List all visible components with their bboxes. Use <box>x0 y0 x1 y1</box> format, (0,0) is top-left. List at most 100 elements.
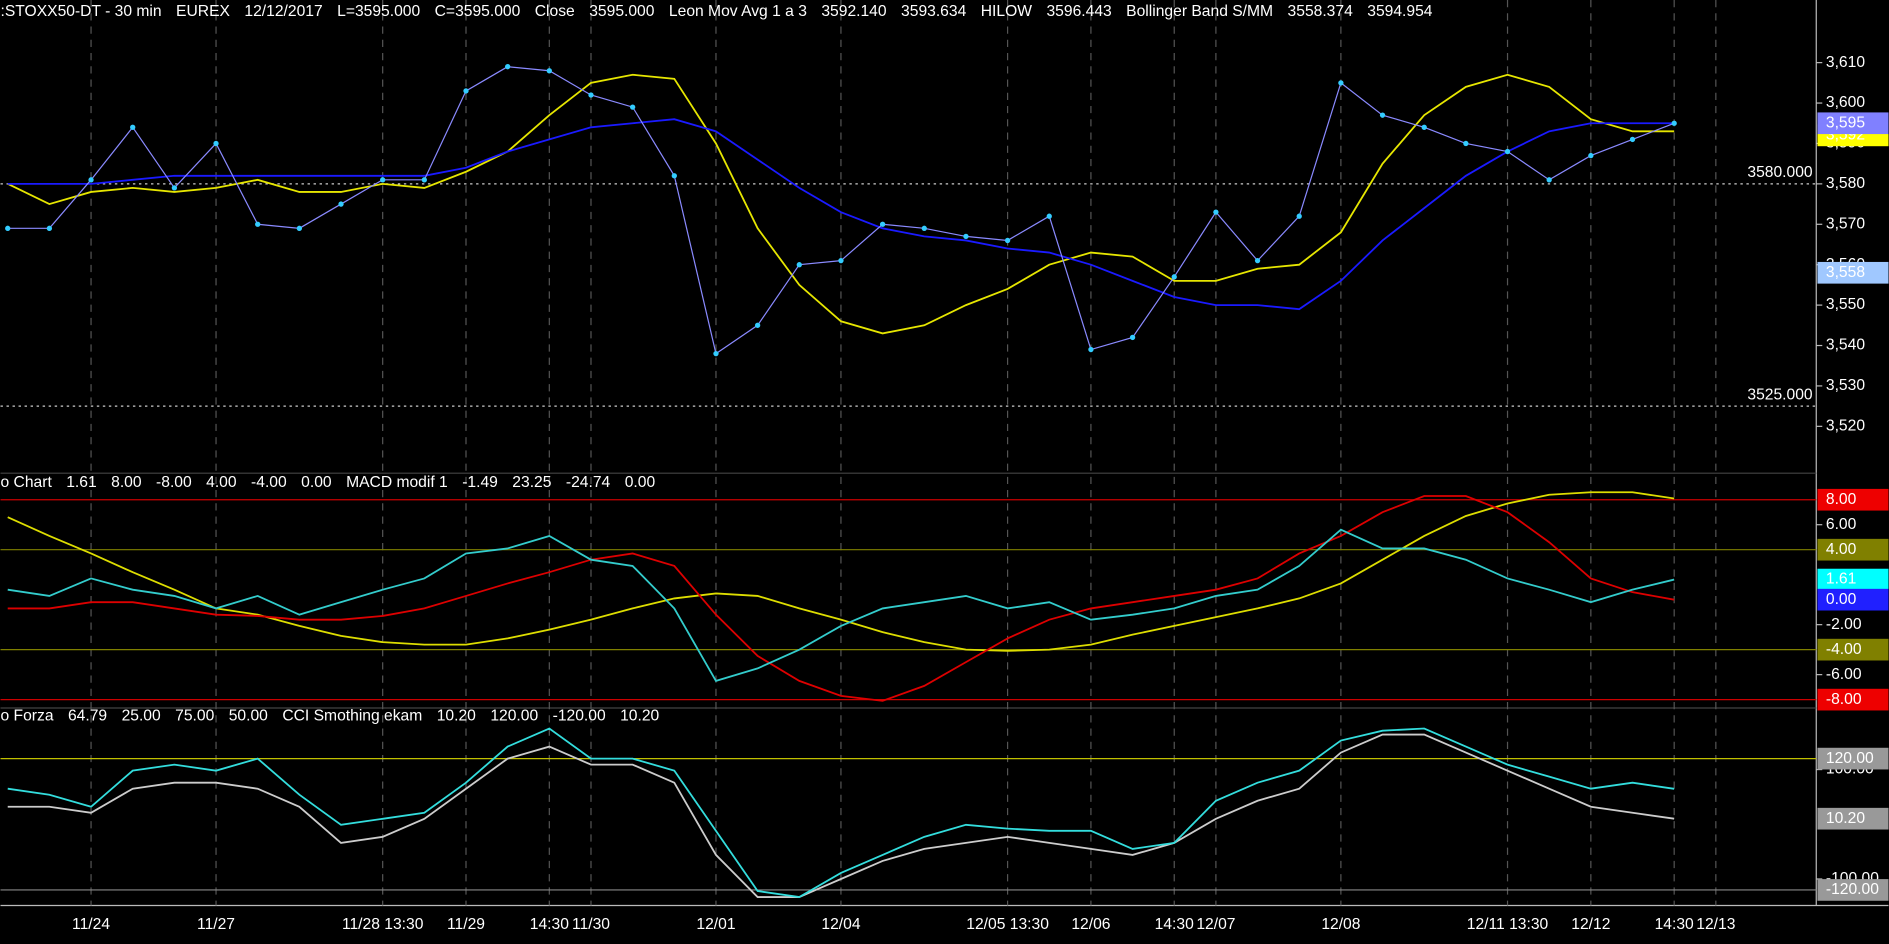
x-tick-label: 14:30 <box>530 916 569 933</box>
level-label: 3580.000 <box>1747 164 1813 181</box>
legend-entry: 23.25 <box>512 474 551 491</box>
legend-entry: 0.00 <box>301 474 332 491</box>
series-line <box>7 491 1675 652</box>
point <box>255 221 261 227</box>
value-box-label: -120.00 <box>1826 881 1879 898</box>
point <box>546 68 552 74</box>
y-tick-label: 3,580 <box>1826 175 1865 192</box>
series-line <box>7 727 1675 898</box>
legend-entry: -24.74 <box>566 474 611 491</box>
value-box-label: 120.00 <box>1826 750 1874 767</box>
value-box-label: 10.20 <box>1826 810 1865 827</box>
x-tick-label: 12/04 <box>821 916 860 933</box>
value-box <box>1817 538 1889 561</box>
point <box>1671 120 1677 126</box>
legend-entry: 3595.000 <box>589 3 655 20</box>
y-tick-label: 3,570 <box>1826 215 1865 232</box>
value-box-label: 0.00 <box>1826 591 1857 608</box>
legend-entry: 3593.634 <box>901 3 967 20</box>
legend-entry: 25.00 <box>122 708 161 725</box>
point <box>1504 148 1511 155</box>
series-line <box>7 495 1675 702</box>
legend-entry: Bollinger Band S/MM <box>1126 3 1273 20</box>
legend-entry: o Forza <box>1 708 54 725</box>
point <box>421 177 427 183</box>
legend-entry: -1.49 <box>462 474 498 491</box>
point <box>5 225 11 231</box>
x-tick-label: 12/05 13:30 <box>966 916 1049 933</box>
value-box-label: 1.61 <box>1826 571 1856 588</box>
value-box-label: 4.00 <box>1826 541 1857 558</box>
legend-entry: 50.00 <box>229 708 268 725</box>
point <box>921 225 927 231</box>
point <box>1088 346 1094 353</box>
value-box <box>1817 747 1889 770</box>
point <box>796 262 802 268</box>
legend-entry: 75.00 <box>175 708 214 725</box>
value-box-label: 3,558 <box>1826 264 1865 281</box>
point <box>296 225 303 231</box>
value-box-label: 3,595 <box>1826 114 1865 131</box>
point <box>1421 124 1427 130</box>
x-tick-label: 12/06 <box>1071 916 1110 933</box>
value-box <box>1817 688 1889 711</box>
legend-entry: 3558.374 <box>1288 3 1354 20</box>
legend-entry: Leon Mov Avg 1 a 3 <box>669 3 807 20</box>
legend-entry: 3594.954 <box>1367 3 1433 20</box>
point <box>1046 213 1052 219</box>
legend-entry: 0.00 <box>625 474 656 491</box>
value-box-label: -4.00 <box>1826 641 1862 658</box>
series-line <box>7 118 1675 311</box>
point <box>1629 136 1636 143</box>
point <box>1379 112 1386 118</box>
x-tick-label: 12/01 <box>696 916 735 933</box>
point <box>1546 177 1552 183</box>
legend-entry: 3592.140 <box>821 3 887 20</box>
value-box <box>1817 588 1889 611</box>
point <box>463 88 469 94</box>
y-tick-label: 3,540 <box>1826 337 1865 354</box>
x-tick-label: 12/07 <box>1196 916 1235 933</box>
x-axis-band <box>0 905 1889 944</box>
value-box <box>1817 261 1889 284</box>
legend-entry: :STOXX50-DT - 30 min <box>1 3 162 20</box>
value-box <box>1817 112 1889 135</box>
point <box>713 350 719 357</box>
legend-entry: 64.79 <box>68 708 107 725</box>
point <box>1588 152 1594 159</box>
x-tick-label: 12/11 13:30 <box>1467 916 1549 933</box>
x-tick-label: 11/29 <box>447 916 485 933</box>
value-box <box>1817 879 1889 901</box>
series-line <box>7 528 1675 682</box>
point <box>213 140 219 147</box>
legend-entry: EUREX <box>176 3 230 20</box>
point <box>171 185 178 191</box>
x-tick-label: 11/28 13:30 <box>342 916 424 933</box>
point <box>1254 258 1261 264</box>
point <box>1463 140 1469 147</box>
x-tick-label: 12/08 <box>1321 916 1360 933</box>
legend-entry: -120.00 <box>553 708 606 725</box>
x-tick-label: 12/12 <box>1571 916 1610 933</box>
point <box>1004 237 1011 244</box>
point <box>338 201 344 207</box>
value-box <box>1817 488 1889 511</box>
point <box>838 258 844 264</box>
point <box>588 92 594 98</box>
y-tick-label: 6.00 <box>1826 516 1857 533</box>
value-box <box>1817 638 1889 661</box>
y-tick-label: 3,530 <box>1826 377 1865 394</box>
legend-entry: 1.61 <box>66 474 96 491</box>
legend-entry: o Chart <box>1 474 53 491</box>
legend-entry: HILOW <box>981 3 1033 20</box>
legend-entry: 8.00 <box>111 474 142 491</box>
point <box>1213 209 1219 215</box>
point <box>629 104 636 110</box>
legend-entry: L=3595.000 <box>337 3 420 20</box>
x-tick-label: 11/24 <box>72 916 110 933</box>
value-box-label: 8.00 <box>1826 491 1857 508</box>
point <box>88 177 94 183</box>
